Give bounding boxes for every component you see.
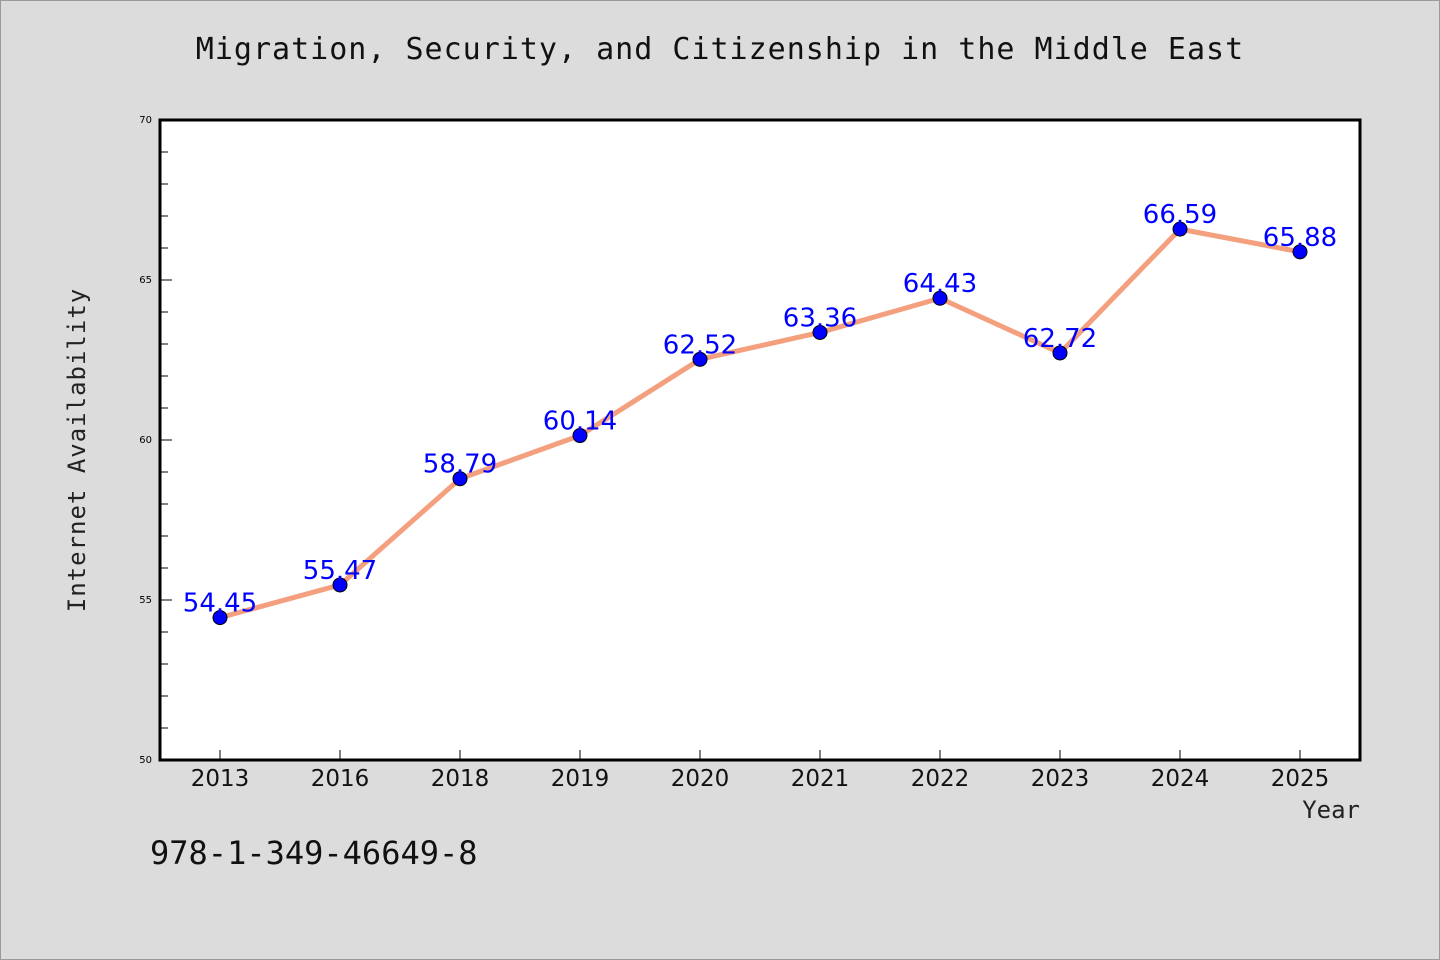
data-label: 62.52 xyxy=(663,330,737,360)
data-point xyxy=(1292,244,1308,260)
data-label: 63.36 xyxy=(783,303,857,333)
x-tick-label: 2021 xyxy=(791,766,850,792)
plot-area xyxy=(158,118,1362,762)
y-tick-label: 65 xyxy=(139,275,152,286)
series-group xyxy=(212,221,1308,626)
data-point xyxy=(932,290,948,306)
data-label: 65.88 xyxy=(1263,223,1337,253)
y-axis-ticks: 50 55 60 65 70 xyxy=(139,115,172,766)
isbn-text: 978-1-349-46649-8 xyxy=(150,834,478,872)
data-point xyxy=(812,324,828,340)
x-tick-label: 2024 xyxy=(1151,766,1210,792)
chart-title: Migration, Security, and Citizenship in … xyxy=(195,32,1245,67)
data-label: 60.14 xyxy=(543,407,617,437)
data-label: 58.79 xyxy=(423,450,497,480)
y-tick-label: 55 xyxy=(139,595,152,606)
data-point xyxy=(1172,221,1188,237)
data-point xyxy=(1052,345,1068,361)
data-labels-group: 54.45 55.47 58.79 60.14 62.52 63.36 64.43 62.72… xyxy=(183,200,1337,618)
data-label: 55.47 xyxy=(303,556,377,586)
x-tick-label: 2025 xyxy=(1271,766,1330,792)
data-point xyxy=(452,471,468,487)
series-line xyxy=(217,226,1303,621)
x-tick-label: 2020 xyxy=(671,766,730,792)
x-tick-label: 2019 xyxy=(551,766,610,792)
x-tick-label: 2023 xyxy=(1031,766,1090,792)
y-tick-label: 70 xyxy=(139,115,152,126)
data-point xyxy=(332,577,348,593)
y-tick-label: 60 xyxy=(139,435,152,446)
data-point xyxy=(692,351,708,367)
x-tick-label: 2013 xyxy=(191,766,250,792)
data-label: 62.72 xyxy=(1023,324,1097,354)
data-label: 54.45 xyxy=(183,589,257,619)
data-label: 66.59 xyxy=(1143,200,1217,230)
data-point xyxy=(572,428,588,444)
x-axis-label: Year xyxy=(1302,796,1360,824)
y-tick-label: 50 xyxy=(139,755,152,766)
x-tick-label: 2022 xyxy=(911,766,970,792)
x-axis-ticks: 2013 2016 2018 2019 2020 2021 2022 2023 2024 2025 xyxy=(191,750,1330,792)
x-tick-label: 2016 xyxy=(311,766,370,792)
data-label: 64.43 xyxy=(903,269,977,299)
data-point xyxy=(212,610,228,626)
x-tick-label: 2018 xyxy=(431,766,490,792)
